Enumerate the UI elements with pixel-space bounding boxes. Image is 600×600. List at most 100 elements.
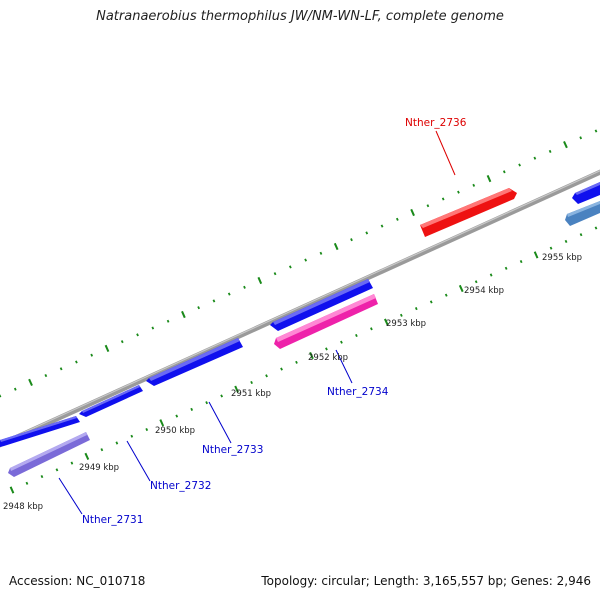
minor-tick [75, 360, 78, 364]
major-tick [309, 351, 314, 360]
minor-tick [549, 246, 553, 250]
position-label: 2951 kbp [231, 389, 271, 399]
gene-arrow-forward-1[interactable] [0, 416, 80, 447]
minor-tick [25, 481, 29, 485]
major-tick [410, 208, 415, 217]
minor-tick [227, 292, 231, 296]
major-tick [257, 276, 263, 285]
position-label: 2952 kbp [308, 353, 348, 363]
minor-tick [370, 327, 373, 331]
gene-label-nther-2732[interactable]: Nther_2732 [150, 480, 211, 492]
minor-tick [457, 190, 460, 194]
minor-tick [250, 380, 253, 385]
minor-tick [175, 414, 179, 418]
minor-tick [380, 224, 384, 228]
major-tick [234, 385, 239, 393]
minor-tick [265, 374, 268, 378]
minor-tick [594, 226, 598, 230]
minor-tick [533, 156, 537, 160]
position-label: 2949 kbp [79, 463, 119, 473]
minor-tick [13, 387, 17, 391]
minor-tick [429, 300, 433, 304]
chromosome-backbone [0, 169, 600, 448]
position-labels: 2948 kbp 2949 kbp 2950 kbp 2951 kbp 2952… [3, 253, 582, 512]
gene-arrow-forward-6[interactable] [572, 182, 600, 204]
minor-tick [564, 239, 568, 243]
gene-arrow-reverse-steel[interactable] [565, 201, 600, 226]
gene-leader-lines [58, 130, 456, 515]
minor-tick [90, 353, 94, 357]
major-tick [486, 174, 492, 183]
major-tick [104, 344, 110, 353]
minor-tick [40, 475, 44, 479]
inner-tick-row [9, 226, 598, 494]
minor-tick [489, 273, 493, 277]
major-tick [458, 284, 464, 293]
gene-label-nther-2731[interactable]: Nther_2731 [82, 514, 143, 526]
minor-tick [518, 163, 521, 167]
minor-tick [395, 217, 399, 221]
minor-tick [325, 347, 328, 351]
minor-tick [414, 307, 418, 311]
major-tick [333, 242, 339, 251]
minor-tick [273, 272, 277, 276]
gene-label-nther-2736[interactable]: Nther_2736 [405, 117, 467, 129]
major-tick [9, 486, 15, 494]
gene-arrow-nther-2731[interactable] [8, 432, 90, 477]
minor-tick [151, 326, 155, 330]
minor-tick [205, 401, 209, 405]
major-tick [28, 378, 33, 387]
minor-tick [130, 434, 134, 438]
minor-tick [44, 374, 48, 378]
gene-arrow-nther-2736[interactable] [420, 188, 517, 237]
gene-label-nther-2734[interactable]: Nther_2734 [327, 386, 389, 398]
major-tick [533, 251, 539, 259]
gene-arrow-forward-3[interactable] [146, 338, 243, 386]
minor-tick [190, 407, 194, 411]
minor-tick [444, 293, 448, 297]
minor-tick [295, 360, 298, 364]
minor-tick [504, 266, 508, 270]
major-tick [181, 310, 186, 319]
gene-label-nther-2733[interactable]: Nther_2733 [202, 444, 263, 456]
minor-tick [350, 238, 353, 242]
minor-tick [340, 340, 343, 344]
minor-tick [355, 333, 358, 338]
gene-arrow-forward-2[interactable] [79, 385, 143, 417]
position-label: 2954 kbp [464, 286, 504, 296]
position-label: 2950 kbp [155, 426, 195, 436]
minor-tick [474, 280, 478, 284]
minor-tick [319, 251, 323, 255]
minor-tick [472, 183, 476, 187]
accession-text: Accession: NC_010718 [9, 574, 146, 588]
minor-tick [288, 265, 292, 269]
minor-tick [220, 394, 224, 398]
minor-tick [197, 306, 201, 310]
minor-tick [166, 319, 170, 323]
reverse-strand-genes [8, 201, 600, 477]
minor-tick [365, 231, 369, 235]
position-label: 2953 kbp [386, 319, 426, 329]
minor-tick [280, 367, 283, 371]
minor-tick [441, 197, 445, 201]
minor-tick [70, 461, 74, 465]
position-label: 2955 kbp [542, 253, 582, 263]
minor-tick [115, 441, 119, 445]
minor-tick [136, 333, 139, 337]
minor-tick [519, 260, 523, 264]
minor-tick [55, 468, 59, 472]
topology-summary: Topology: circular; Length: 3,165,557 bp… [261, 574, 591, 588]
minor-tick [502, 170, 506, 174]
gene-labels: Nther_2736 Nther_2731 Nther_2732 Nther_2… [82, 117, 467, 526]
gene-arrow-forward-4[interactable] [270, 279, 373, 331]
minor-tick [120, 340, 124, 344]
minor-tick [304, 258, 308, 262]
major-tick [563, 140, 568, 149]
outer-tick-row [0, 129, 598, 398]
minor-tick [145, 428, 149, 432]
forward-strand-genes [0, 182, 600, 447]
gene-arrow-nther-2734[interactable] [274, 294, 378, 349]
minor-tick [594, 129, 598, 133]
